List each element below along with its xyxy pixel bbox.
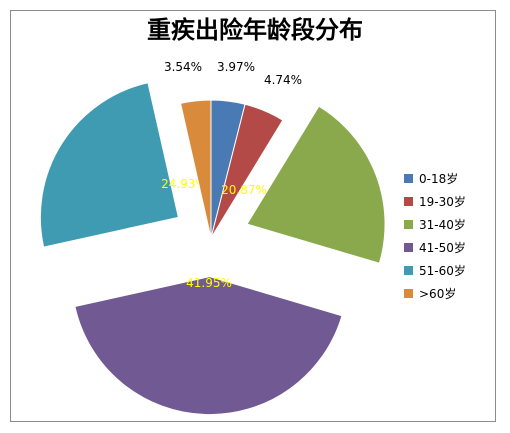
legend-item-6: >60岁 — [404, 282, 494, 305]
slice-label-2: 4.74% — [264, 73, 302, 87]
pie-slice-3 — [246, 105, 386, 264]
pie-slice-4 — [74, 276, 343, 416]
legend-swatch-3 — [404, 220, 413, 229]
pie-slice-6 — [179, 99, 212, 239]
legend-label-3: 31-40岁 — [419, 218, 466, 232]
legend-item-5: 51-60岁 — [404, 259, 494, 282]
slice-label-3: 20.87% — [221, 183, 267, 197]
legend-label-5: 51-60岁 — [419, 264, 466, 278]
legend-label-4: 41-50岁 — [419, 241, 466, 255]
slice-label-6: 3.54% — [164, 60, 202, 74]
legend-swatch-2 — [404, 197, 413, 206]
legend-item-3: 31-40岁 — [404, 213, 494, 236]
legend-label-6: >60岁 — [419, 287, 457, 301]
legend-item-2: 19-30岁 — [404, 190, 494, 213]
legend-item-1: 0-18岁 — [404, 167, 494, 190]
legend-label-1: 0-18岁 — [419, 172, 459, 186]
legend-label-2: 19-30岁 — [419, 195, 466, 209]
legend-swatch-5 — [404, 266, 413, 275]
slice-label-5: 24.93% — [161, 177, 207, 191]
pie-slice-2 — [210, 103, 284, 239]
legend-item-4: 41-50岁 — [404, 236, 494, 259]
legend-swatch-6 — [404, 289, 413, 298]
chart-legend: 0-18岁 19-30岁 31-40岁 41-50岁 51-60岁 >60岁 — [404, 167, 494, 305]
slice-label-1: 3.97% — [217, 60, 255, 74]
chart-title: 重疾出险年龄段分布 — [147, 16, 363, 44]
legend-swatch-1 — [404, 174, 413, 183]
pie-slice-5 — [39, 82, 179, 248]
legend-swatch-4 — [404, 243, 413, 252]
slice-label-4: 41.95% — [186, 276, 232, 290]
